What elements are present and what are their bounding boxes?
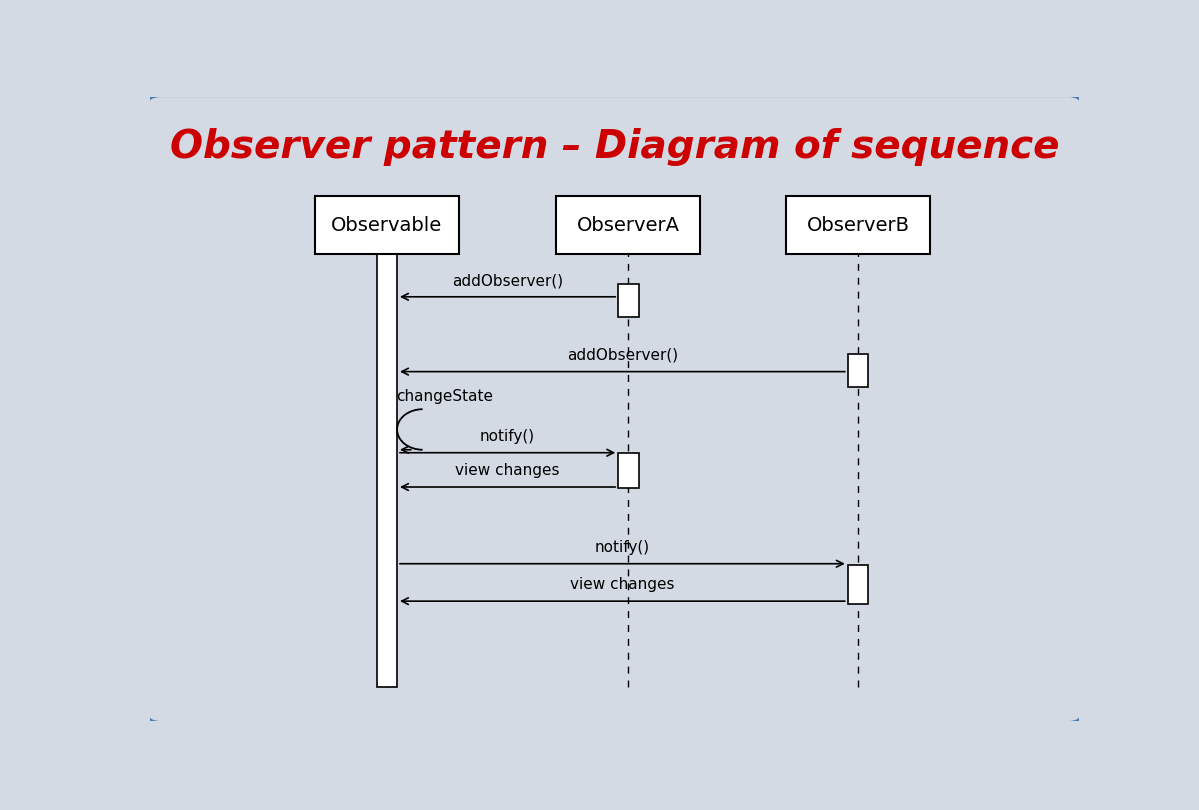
Text: addObserver(): addObserver()	[567, 348, 677, 363]
Bar	[785, 196, 930, 254]
Bar	[556, 196, 700, 254]
FancyBboxPatch shape	[147, 96, 1081, 723]
Bar	[848, 565, 868, 603]
Text: notify(): notify()	[480, 429, 535, 444]
Text: Observer pattern – Diagram of sequence: Observer pattern – Diagram of sequence	[170, 128, 1059, 166]
Text: view changes: view changes	[571, 578, 675, 592]
Text: view changes: view changes	[456, 463, 560, 478]
Bar	[619, 453, 639, 488]
Text: ObserverA: ObserverA	[577, 215, 680, 235]
Bar	[848, 354, 868, 387]
Text: Observable: Observable	[331, 215, 442, 235]
Bar	[619, 284, 639, 317]
Bar	[315, 196, 459, 254]
Text: changeState: changeState	[396, 389, 493, 404]
Text: ObserverB: ObserverB	[807, 215, 910, 235]
Text: addObserver(): addObserver()	[452, 273, 564, 288]
Text: notify(): notify()	[595, 540, 650, 555]
Bar	[376, 254, 397, 687]
